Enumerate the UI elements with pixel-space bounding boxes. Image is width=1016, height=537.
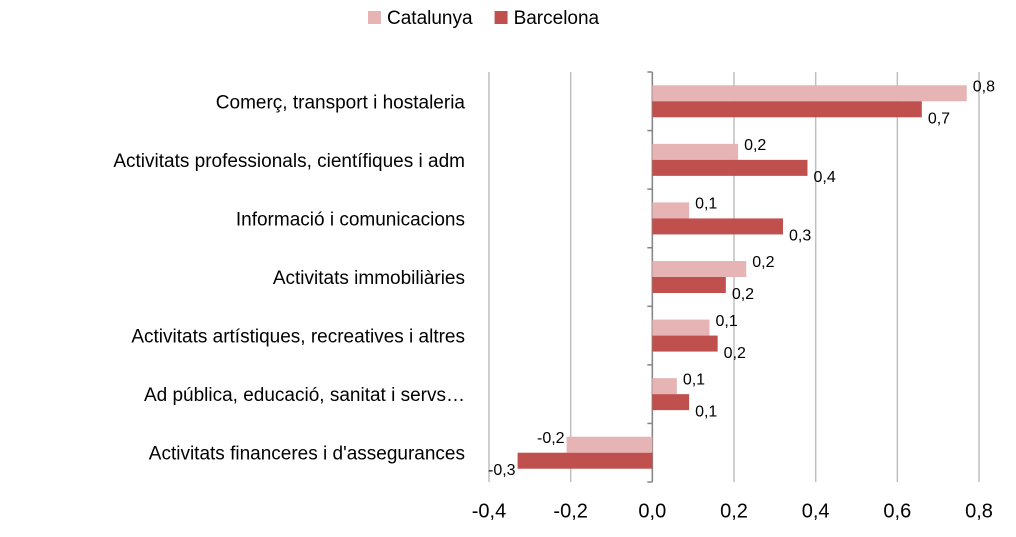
x-tick-label: 0,6 [883, 500, 911, 522]
data-label: 0,2 [752, 254, 774, 271]
bar [652, 319, 710, 336]
x-tick-label: 0,2 [720, 500, 748, 522]
legend-swatch [368, 11, 381, 24]
bar [652, 335, 718, 352]
category-label: Ad pública, educació, sanitat i servs… [144, 385, 465, 406]
x-tick-label: -0,2 [553, 500, 587, 522]
bar [652, 218, 783, 235]
bar [566, 436, 653, 453]
data-label: -0,2 [537, 430, 565, 447]
x-tick-label: 0,0 [638, 500, 666, 522]
data-label: 0,1 [695, 196, 717, 213]
data-label: 0,2 [732, 286, 754, 303]
category-label: Activitats artístiques, recreatives i al… [131, 327, 465, 348]
bar [652, 101, 922, 118]
data-label: 0,2 [724, 345, 746, 362]
category-label: Comerç, transport i hostaleria [216, 92, 466, 113]
data-label: 0,4 [814, 169, 836, 186]
data-label: 0,3 [789, 228, 811, 245]
x-tick-label: 0,8 [965, 500, 993, 522]
bar [652, 202, 690, 219]
category-label: Activitats professionals, científiques i… [113, 151, 465, 172]
legend-label: Catalunya [387, 8, 473, 29]
data-label: 0,2 [744, 137, 766, 154]
category-label: Activitats immobiliàries [273, 268, 465, 289]
data-label: 0,7 [928, 111, 950, 128]
bar [517, 452, 653, 469]
bar [652, 159, 808, 176]
category-label: Informació i comunicacions [236, 209, 465, 230]
data-label: 0,1 [683, 371, 705, 388]
data-label: 0,8 [973, 79, 995, 96]
bar [652, 394, 690, 411]
legend-swatch [494, 11, 508, 24]
bar [652, 143, 739, 160]
data-label: 0,1 [716, 313, 738, 330]
bar [652, 261, 747, 277]
data-label: -0,3 [488, 462, 516, 479]
category-label: Activitats financeres i d'assegurances [149, 444, 465, 465]
x-tick-label: -0,4 [472, 500, 506, 522]
bar [652, 378, 677, 395]
x-tick-label: 0,4 [802, 500, 830, 522]
legend-label: Barcelona [514, 8, 600, 29]
bar [652, 277, 726, 293]
data-label: 0,1 [695, 403, 717, 420]
bar [652, 85, 967, 102]
